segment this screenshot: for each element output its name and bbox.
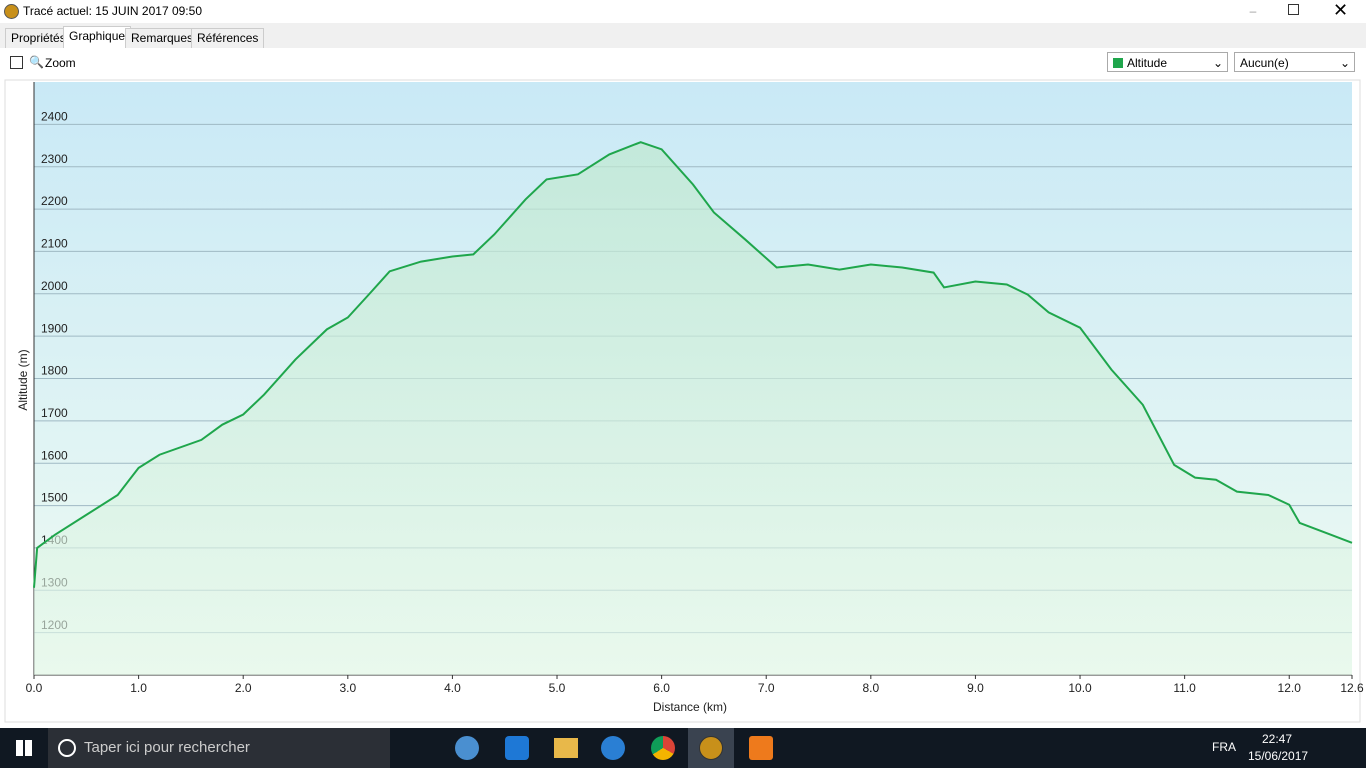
x-tick-label: 12.6: [1340, 681, 1364, 695]
zoom-icon: 🔍: [29, 55, 44, 69]
search-box[interactable]: Taper ici pour rechercher: [48, 728, 390, 768]
y-tick-label: 2300: [41, 152, 68, 166]
x-tick-label: 8.0: [862, 681, 879, 695]
close-button[interactable]: ✕: [1333, 0, 1349, 20]
explorer-icon[interactable]: [554, 738, 578, 758]
restore-button[interactable]: [1288, 4, 1299, 15]
x-tick-label: 2.0: [235, 681, 252, 695]
x-tick-label: 12.0: [1278, 681, 1302, 695]
y-tick-label: 1900: [41, 321, 68, 335]
language[interactable]: FRA: [1212, 740, 1236, 754]
tab[interactable]: Propriétés: [5, 28, 72, 49]
x-tick-label: 1.0: [130, 681, 147, 695]
line: [33, 141, 1353, 588]
series-dropdown[interactable]: Altitude ⌄: [1107, 52, 1228, 72]
app-icon[interactable]: [601, 736, 625, 760]
series-select-text: Altitude: [1127, 56, 1168, 70]
second-select-text: Aucun(e): [1240, 56, 1289, 70]
series-swatch: [1113, 58, 1123, 68]
title-bar: Tracé actuel: 15 JUIN 2017 09:50 – ✕: [0, 0, 1366, 23]
active-app[interactable]: [688, 728, 734, 768]
minimize-button[interactable]: –: [1249, 4, 1257, 18]
area: [34, 142, 1352, 675]
y-tick-label: 1500: [41, 491, 68, 505]
y-tick-label: 2000: [41, 279, 68, 293]
edge-icon[interactable]: [505, 736, 529, 760]
x-tick-label: 9.0: [967, 681, 984, 695]
start-button[interactable]: [16, 740, 32, 756]
chart: Altitude (m) Distance (km) 1200130014001…: [4, 79, 1364, 723]
x-tick-label: 3.0: [339, 681, 356, 695]
x-tick-label: 11.0: [1173, 681, 1196, 695]
y-tick-label: 1800: [41, 364, 68, 378]
search-icon: [58, 739, 76, 757]
y-tick-label: 1600: [41, 448, 68, 462]
x-tick-label: 10.0: [1068, 681, 1092, 695]
y-axis-label: Altitude (m): [16, 349, 30, 410]
zoom-checkbox[interactable]: [10, 56, 23, 69]
y-tick-label: 2100: [41, 237, 68, 251]
app-icon[interactable]: [455, 736, 479, 760]
zoom-label: Zoom: [45, 56, 76, 70]
x-tick-label: 5.0: [549, 681, 566, 695]
taskbar: Taper ici pour rechercher FRA 22:47 15/0…: [0, 728, 1366, 768]
x-tick-label: 0.0: [26, 681, 43, 695]
x-axis-label: Distance (km): [653, 700, 727, 714]
tab[interactable]: Références: [191, 28, 265, 49]
y-tick-label: 2200: [41, 194, 68, 208]
x-tick-label: 4.0: [444, 681, 461, 695]
y-tick-label: 2400: [41, 110, 68, 124]
chrome-icon[interactable]: [651, 736, 675, 760]
x-tick-label: 6.0: [653, 681, 670, 695]
clock-date[interactable]: 15/06/2017: [1248, 749, 1309, 763]
app-icon[interactable]: [749, 736, 773, 760]
app-icon: [4, 4, 19, 19]
y-tick-label: 1700: [41, 406, 68, 420]
search-placeholder: Taper ici pour rechercher: [84, 739, 250, 756]
window-title: Tracé actuel: 15 JUIN 2017 09:50: [23, 4, 202, 18]
second-dropdown[interactable]: Aucun(e) ⌄: [1234, 52, 1355, 72]
x-tick-label: 7.0: [758, 681, 775, 695]
clock-time[interactable]: 22:47: [1262, 732, 1293, 746]
